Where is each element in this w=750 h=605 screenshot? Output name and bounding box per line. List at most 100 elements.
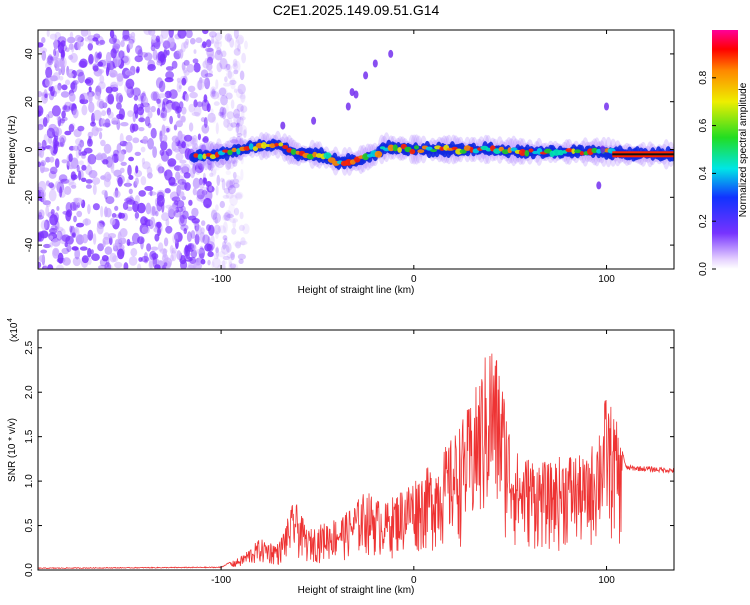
noise-blob	[125, 78, 135, 90]
noise-blob	[175, 171, 181, 181]
noise-blob	[179, 191, 185, 199]
noise-blob	[186, 231, 192, 243]
colorbar-label: Normalized spectral amplitude	[738, 82, 749, 217]
noise-blob	[136, 263, 142, 269]
noise-blob	[150, 216, 156, 228]
noise-blob	[212, 257, 221, 269]
noise-blob	[76, 210, 83, 218]
noise-blob	[41, 139, 47, 150]
noise-blob	[88, 101, 95, 113]
noise-blob	[81, 104, 88, 116]
noise-blob	[76, 164, 80, 173]
noise-blob	[199, 77, 203, 84]
noise-blob	[87, 247, 92, 258]
noise-blob	[211, 116, 217, 124]
noise-blob	[217, 225, 227, 234]
noise-blob	[115, 91, 119, 102]
noise-blob	[126, 178, 130, 188]
noise-blob	[62, 105, 71, 113]
noise-blob	[165, 225, 173, 234]
noise-blob	[167, 205, 177, 218]
ridge-blob	[374, 150, 383, 158]
noise-blob	[116, 102, 122, 110]
noise-blob	[88, 38, 94, 45]
ridge-blob	[425, 146, 433, 151]
noise-blob	[175, 120, 183, 128]
noise-blob	[125, 141, 133, 153]
noise-blob	[239, 211, 244, 220]
streak-point	[363, 71, 369, 80]
noise-blob	[120, 40, 125, 48]
noise-blob	[78, 170, 82, 181]
noise-blob	[85, 165, 93, 176]
noise-blob	[57, 36, 67, 45]
noise-blob	[220, 94, 228, 106]
noise-blob	[62, 104, 71, 111]
ridge-blob	[518, 149, 527, 156]
ridge-blob	[591, 147, 598, 154]
noise-blob	[160, 140, 168, 151]
noise-blob	[232, 171, 237, 179]
colorbar-tick-label: 0.0	[698, 262, 709, 276]
noise-blob	[171, 135, 179, 143]
noise-blob	[185, 30, 193, 39]
noise-blob	[168, 176, 176, 186]
x-tick-label: 100	[598, 274, 615, 285]
noise-blob	[242, 129, 247, 138]
noise-blob	[101, 255, 109, 262]
noise-blob	[232, 182, 240, 189]
noise-blob	[145, 202, 152, 215]
noise-blob	[206, 243, 214, 252]
noise-blob	[157, 242, 164, 252]
streak-point	[596, 181, 602, 190]
noise-blob	[56, 264, 64, 269]
noise-blob	[129, 123, 135, 133]
noise-blob	[64, 130, 72, 136]
noise-blob	[81, 255, 89, 264]
noise-blob	[71, 174, 78, 180]
noise-blob	[138, 190, 146, 197]
noise-blob	[172, 233, 179, 245]
noise-blob	[237, 253, 246, 260]
noise-blob	[163, 257, 172, 268]
noise-blob	[243, 128, 247, 139]
y-tick-label: 1.0	[24, 474, 35, 488]
noise-blob	[190, 249, 198, 259]
noise-blob	[45, 156, 51, 163]
noise-blob	[229, 218, 238, 223]
noise-blob	[126, 238, 131, 247]
noise-blob	[233, 69, 239, 75]
noise-blob	[61, 159, 68, 164]
snr-y-ticks: 0.0 0.5 1.0 1.5 2.0 2.5	[24, 340, 674, 577]
noise-blob	[206, 47, 215, 58]
noise-blob	[225, 242, 232, 253]
noise-blob	[156, 98, 161, 104]
noise-blob	[222, 241, 227, 250]
noise-blob	[87, 229, 94, 241]
noise-blob	[38, 124, 44, 131]
streak-point	[349, 88, 355, 97]
ridge-blob	[417, 149, 425, 154]
snr-marks	[38, 353, 674, 570]
noise-blob	[163, 262, 168, 267]
noise-blob	[167, 158, 177, 167]
streak-point	[604, 102, 609, 111]
noise-blob	[189, 91, 198, 99]
noise-blob	[232, 263, 239, 269]
noise-blob	[214, 32, 223, 41]
noise-blob	[117, 248, 125, 260]
noise-blob	[225, 192, 234, 199]
noise-blob	[178, 101, 184, 109]
noise-blob	[239, 94, 246, 100]
colorbar-tick-label: 0.4	[698, 166, 709, 180]
noise-blob	[38, 161, 41, 168]
noise-blob	[103, 174, 107, 182]
noise-blob	[54, 158, 60, 169]
noise-blob	[230, 99, 235, 109]
noise-blob	[176, 250, 182, 260]
noise-blob	[84, 218, 89, 226]
noise-blob	[50, 225, 58, 231]
ridge-blob	[278, 142, 284, 147]
noise-blob	[100, 118, 106, 127]
noise-blob	[116, 174, 125, 185]
